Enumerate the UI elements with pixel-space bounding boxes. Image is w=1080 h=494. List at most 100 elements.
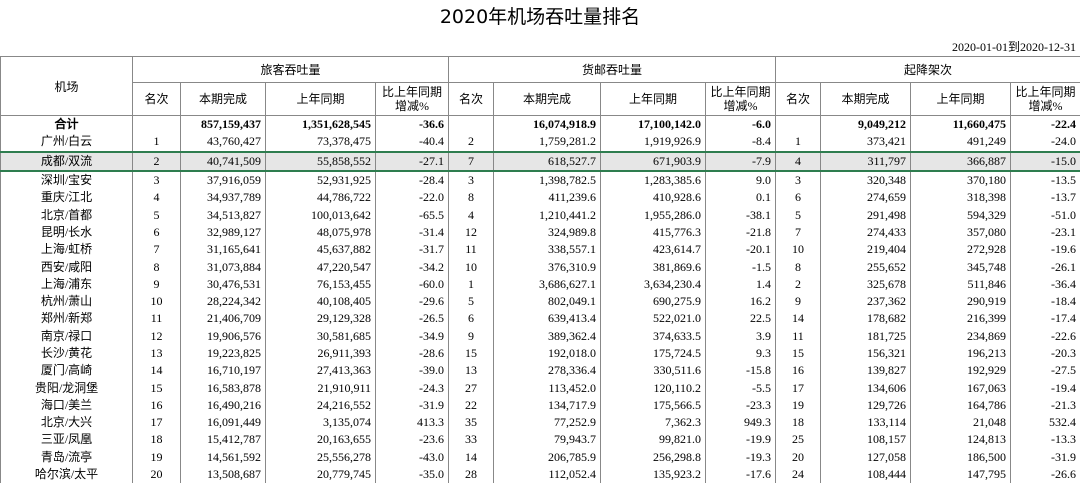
current-cell: 32,989,127 <box>180 223 266 242</box>
change-cell: -17.4 <box>1010 310 1080 328</box>
change-cell: -29.6 <box>374 292 450 311</box>
change-cell: -51.0 <box>1010 206 1080 224</box>
change-cell: -31.4 <box>374 223 450 242</box>
sub-header: 名次 <box>132 82 181 116</box>
rank-cell: 22 <box>448 396 495 415</box>
current-cell: 15,412,787 <box>180 431 266 449</box>
previous-cell: 100,013,642 <box>265 206 376 224</box>
airport-name: 南京/禄口 <box>0 327 133 345</box>
change-cell: -24.3 <box>374 379 450 397</box>
table-row: 北京/首都 5 34,513,827 100,013,642 -65.5 4 1,210,4… <box>0 206 1080 224</box>
group-header-row: 机场 旅客吞吐量 货邮吞吐量 起降架次 <box>0 56 1080 116</box>
airport-name: 上海/浦东 <box>0 275 133 293</box>
rank-cell: 10 <box>775 241 822 259</box>
sub-header: 名次 <box>448 82 495 116</box>
current-cell: 1,398,782.5 <box>493 170 602 190</box>
rank-cell: 16 <box>132 396 181 415</box>
rank-cell: 4 <box>132 189 181 207</box>
current-cell: 376,310.9 <box>493 258 602 276</box>
current-cell: 108,157 <box>820 431 912 449</box>
sub-header: 比上年同期 增减% <box>374 82 450 116</box>
rank-cell: 25 <box>775 431 822 449</box>
previous-cell: 45,637,882 <box>265 241 376 259</box>
current-cell: 34,937,789 <box>180 189 266 207</box>
rank-cell: 4 <box>448 206 495 224</box>
previous-cell: 26,911,393 <box>265 344 376 363</box>
rank-cell: 28 <box>448 465 495 484</box>
previous-cell: 17,100,142.0 <box>600 115 707 134</box>
sub-header: 本期完成 <box>180 82 266 116</box>
change-cell: -60.0 <box>374 275 450 293</box>
airport-name: 青岛/流亭 <box>0 448 133 466</box>
airport-name: 广州/白云 <box>0 133 133 152</box>
previous-cell: 11,660,475 <box>910 115 1012 134</box>
rank-cell: 2 <box>775 275 822 293</box>
previous-cell: 1,351,628,545 <box>265 115 376 134</box>
table-row: 重庆/江北 4 34,937,789 44,786,722 -22.0 8 411,239.… <box>0 189 1080 207</box>
previous-cell: 55,858,552 <box>265 150 376 172</box>
airport-name: 西安/咸阳 <box>0 258 133 276</box>
previous-cell: 330,511.6 <box>600 362 707 380</box>
rank-cell: 20 <box>775 448 822 466</box>
current-cell: 16,074,918.9 <box>493 115 602 134</box>
table-row: 厦门/高崎 14 16,710,197 27,413,363 -39.0 13 278,33… <box>0 362 1080 380</box>
change-cell: -38.1 <box>705 206 777 224</box>
change-cell: -26.5 <box>374 310 450 328</box>
rank-cell: 18 <box>132 431 181 449</box>
previous-cell: 167,063 <box>910 379 1012 397</box>
previous-cell: 147,795 <box>910 465 1012 484</box>
change-cell: -34.2 <box>374 258 450 276</box>
previous-cell: 135,923.2 <box>600 465 707 484</box>
rank-cell: 11 <box>775 327 822 345</box>
current-cell: 325,678 <box>820 275 912 293</box>
previous-cell: 40,108,405 <box>265 292 376 311</box>
current-cell: 31,073,884 <box>180 258 266 276</box>
current-cell: 133,114 <box>820 414 912 432</box>
airport-name: 北京/首都 <box>0 206 133 224</box>
change-cell: -40.4 <box>374 133 450 152</box>
current-cell: 324,989.8 <box>493 223 602 242</box>
change-cell: -31.9 <box>374 396 450 415</box>
rank-cell: 17 <box>132 414 181 432</box>
current-cell: 40,741,509 <box>180 150 266 172</box>
current-cell: 129,726 <box>820 396 912 415</box>
rank-cell: 14 <box>448 448 495 466</box>
current-cell: 278,336.4 <box>493 362 602 380</box>
current-cell: 79,943.7 <box>493 431 602 449</box>
rank-cell: 4 <box>775 150 822 172</box>
change-cell: -31.9 <box>1010 448 1080 466</box>
previous-cell: 1,955,286.0 <box>600 206 707 224</box>
rank-cell: 5 <box>448 292 495 311</box>
previous-cell: 3,135,074 <box>265 414 376 432</box>
previous-cell: 216,399 <box>910 310 1012 328</box>
rank-cell: 8 <box>775 258 822 276</box>
current-cell: 37,916,059 <box>180 170 266 190</box>
airport-name: 深圳/宝安 <box>0 170 133 190</box>
airport-name: 重庆/江北 <box>0 189 133 207</box>
table-row: 广州/白云 1 43,760,427 73,378,475 -40.4 2 1,759,28… <box>0 133 1080 152</box>
rank-cell: 35 <box>448 414 495 432</box>
current-cell: 1,759,281.2 <box>493 133 602 152</box>
previous-cell: 1,283,385.6 <box>600 170 707 190</box>
change-cell: -23.1 <box>1010 223 1080 242</box>
current-cell: 30,476,531 <box>180 275 266 293</box>
rank-cell: 9 <box>448 327 495 345</box>
table-row: 海口/美兰 16 16,490,216 24,216,552 -31.9 22 134,71… <box>0 396 1080 415</box>
change-cell: -36.6 <box>374 115 450 134</box>
table-row: 西安/咸阳 8 31,073,884 47,220,547 -34.2 10 376,310… <box>0 258 1080 276</box>
current-cell: 178,682 <box>820 310 912 328</box>
current-cell: 192,018.0 <box>493 344 602 363</box>
current-cell: 9,049,212 <box>820 115 912 134</box>
rank-cell: 12 <box>132 327 181 345</box>
rank-cell: 12 <box>448 223 495 242</box>
rank-cell: 2 <box>448 133 495 152</box>
previous-cell: 256,298.8 <box>600 448 707 466</box>
table-row: 合计 857,159,437 1,351,628,545 -36.6 16,074,91… <box>0 115 1080 134</box>
change-cell: -34.9 <box>374 327 450 345</box>
change-cell: -20.3 <box>1010 344 1080 363</box>
airport-name: 三亚/凤凰 <box>0 431 133 449</box>
current-cell: 156,321 <box>820 344 912 363</box>
current-cell: 28,224,342 <box>180 292 266 311</box>
rank-cell: 5 <box>775 206 822 224</box>
